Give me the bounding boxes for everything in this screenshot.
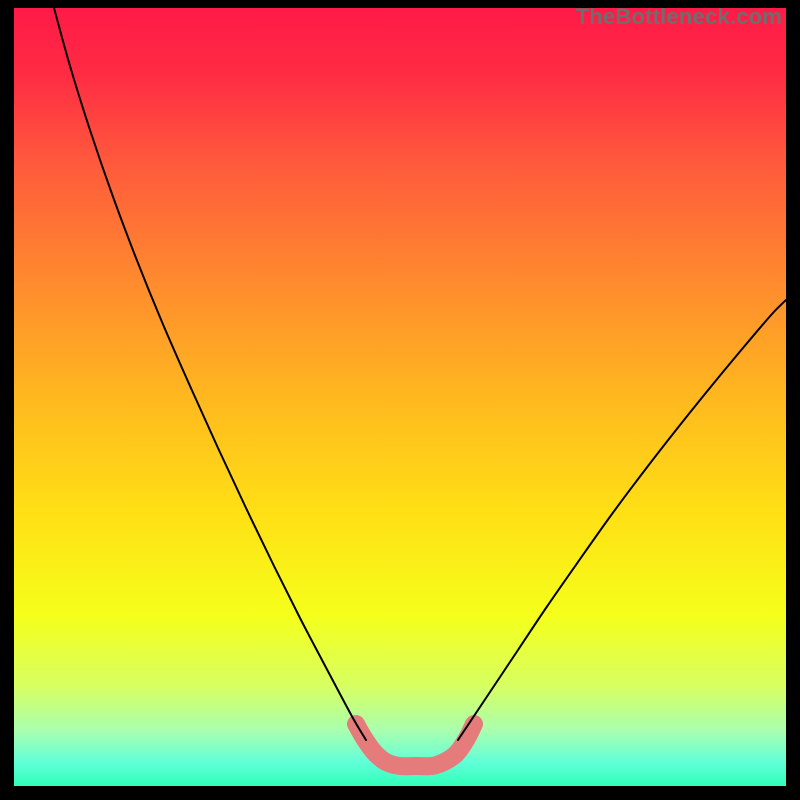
right-curve <box>458 300 786 740</box>
left-curve <box>54 8 366 740</box>
valley-highlight <box>356 724 474 766</box>
chart-frame: TheBottleneck.com <box>0 0 800 800</box>
curve-layer <box>0 0 800 800</box>
